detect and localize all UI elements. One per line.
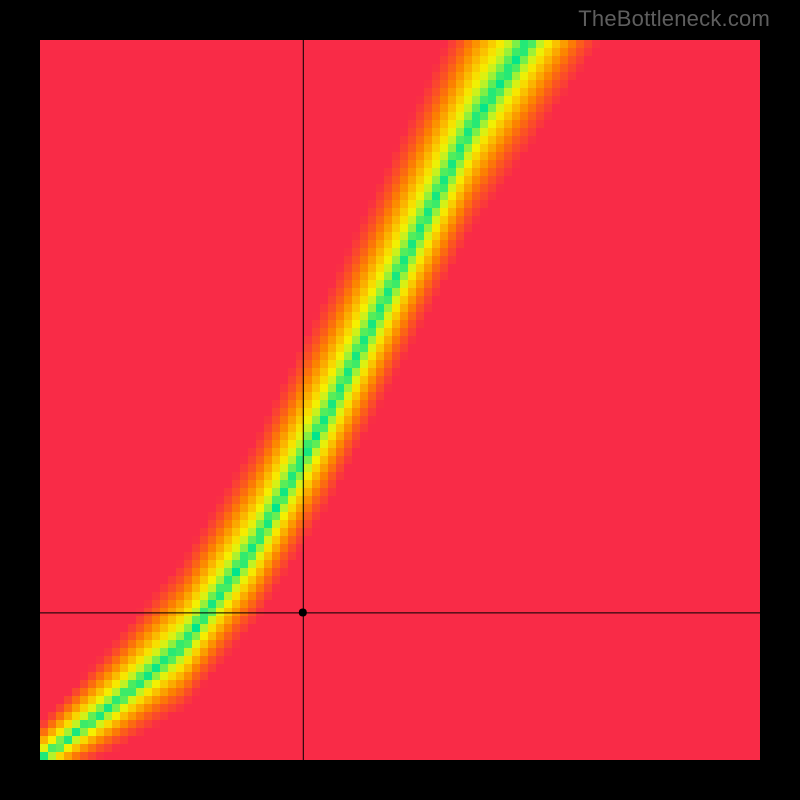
chart-frame: TheBottleneck.com: [0, 0, 800, 800]
heatmap-plot: [40, 40, 760, 760]
watermark-text: TheBottleneck.com: [578, 6, 770, 32]
heatmap-canvas: [40, 40, 760, 760]
